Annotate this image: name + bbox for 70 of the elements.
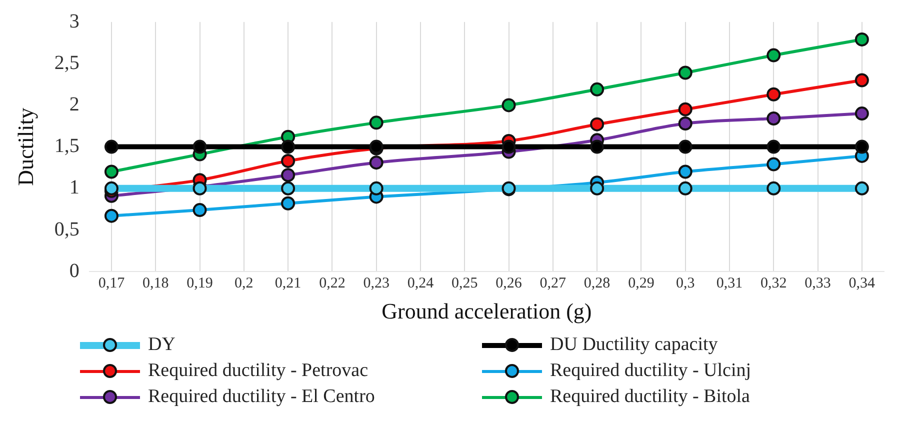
x-tick-label: 0,3 [676,276,695,292]
x-tick-label: 0,21 [274,276,302,292]
point [590,140,604,154]
legend-label: Required ductility - Petrovac [148,360,368,382]
y-tick-label: 2,5 [54,52,80,74]
y-tick-label: 2 [69,93,80,116]
point [766,112,781,126]
x-tick-label: 0,32 [760,276,787,292]
point [854,32,869,46]
y-tick-label: 1,5 [54,135,80,158]
x-tick-label: 0,28 [584,276,610,292]
point [678,140,692,154]
point [369,116,384,130]
point [502,98,516,112]
x-tick-label: 0,23 [363,276,390,292]
x-tick-label: 0,18 [142,276,169,292]
x-axis-title: Ground acceleration (g) [382,298,592,324]
point [192,203,207,218]
point [281,196,296,210]
x-tick-label: 0,24 [407,276,434,292]
point [502,140,516,154]
x-tick-label: 0,31 [716,276,743,292]
point [281,168,296,182]
point [766,48,781,62]
point [281,181,296,196]
point [590,117,604,132]
point [104,181,118,196]
point [766,87,781,102]
point [104,164,118,179]
x-tick-label: 0,27 [540,276,567,292]
point [678,102,692,116]
point [854,73,869,88]
point [281,154,296,168]
point [766,157,781,172]
legend-label: Required ductility - Bitola [550,386,750,408]
point [854,181,869,196]
point [104,140,118,154]
point [104,208,118,223]
point [678,181,692,196]
point [281,140,296,154]
y-tick-label: 0,5 [54,218,80,240]
x-tick-label: 0,29 [628,276,654,292]
x-tick-label: 0,34 [848,276,876,292]
point [369,181,384,196]
point [369,156,384,170]
point [590,181,604,196]
x-tick-label: 0,26 [496,276,522,292]
point [678,116,692,131]
point [854,140,869,154]
y-axis-title: Ductility [12,108,38,186]
x-tick-label: 0,33 [804,276,831,292]
y-tick-label: 3 [69,10,80,32]
x-tick-label: 0,22 [319,276,346,292]
point [192,140,207,154]
legend-label: Required ductility - Ulcinj [550,360,752,382]
x-tick-label: 0,2 [234,276,254,292]
x-tick-label: 0,17 [98,276,126,292]
y-tick-label: 1 [69,176,80,199]
y-tick-label: 0 [69,260,80,282]
point [590,82,604,96]
point [678,164,692,179]
legend-label: DY [148,334,176,356]
point [854,106,869,121]
point [766,181,781,196]
legend-label: DU Ductility capacity [550,334,718,356]
x-tick-label: 0,25 [452,276,478,292]
point [766,140,781,154]
legend-label: Required ductility - El Centro [148,386,375,408]
point [678,66,692,80]
x-tick-label: 0,19 [186,276,213,292]
